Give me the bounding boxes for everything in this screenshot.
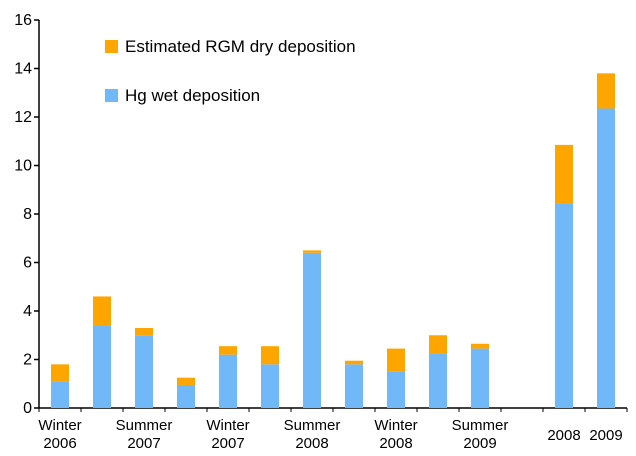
bar-segment bbox=[261, 364, 279, 408]
bar-segment bbox=[51, 381, 69, 408]
x-tick-label: Winter 2007 bbox=[206, 417, 249, 452]
bar-segment bbox=[387, 348, 405, 372]
legend-label: Estimated RGM dry deposition bbox=[125, 37, 356, 56]
bar-segment bbox=[51, 364, 69, 382]
bar-segment bbox=[135, 335, 153, 408]
bar-segment bbox=[345, 360, 363, 365]
x-tick-label-line: Winter bbox=[206, 417, 249, 434]
x-tick-label: Summer 2007 bbox=[116, 417, 173, 452]
bar-segment bbox=[303, 250, 321, 253]
y-tick-label: 8 bbox=[23, 206, 32, 223]
x-tick-label-line: Summer bbox=[116, 417, 173, 434]
x-tick-label: 2008 bbox=[547, 427, 580, 444]
x-tick-label: Summer 2008 bbox=[284, 417, 341, 452]
legend-swatch bbox=[105, 40, 118, 53]
bar-segment bbox=[261, 346, 279, 365]
y-tick-label: 0 bbox=[23, 400, 32, 417]
x-tick-label: 2009 bbox=[589, 427, 622, 444]
bar-segment bbox=[429, 353, 447, 408]
bar-segment bbox=[387, 371, 405, 408]
bar-segment bbox=[93, 325, 111, 408]
x-tick-label-line: Summer bbox=[284, 417, 341, 434]
bar-segment bbox=[219, 346, 237, 355]
x-tick-label-line: 2006 bbox=[43, 435, 76, 452]
bar-segment bbox=[177, 384, 195, 408]
x-tick-label-line: Winter bbox=[38, 417, 81, 434]
x-tick-label: Summer 2009 bbox=[452, 417, 509, 452]
x-tick-label-line: 2007 bbox=[211, 435, 244, 452]
bar-segment bbox=[471, 348, 489, 408]
y-tick-label: 12 bbox=[14, 109, 32, 126]
x-tick-label-line: Summer bbox=[452, 417, 509, 434]
bar-segment bbox=[177, 377, 195, 385]
bar-segment bbox=[93, 296, 111, 326]
bar-segment bbox=[345, 364, 363, 408]
x-tick-label-line: 2007 bbox=[127, 435, 160, 452]
x-tick-label-line: 2008 bbox=[379, 435, 412, 452]
y-tick-label: 10 bbox=[14, 158, 32, 175]
x-tick-label: Winter 2008 bbox=[374, 417, 417, 452]
bar-segment bbox=[471, 343, 489, 349]
bar-segment bbox=[555, 144, 573, 204]
bar-segment bbox=[555, 203, 573, 408]
legend-swatch bbox=[105, 89, 118, 102]
legend-label: Hg wet deposition bbox=[125, 86, 260, 105]
x-tick-label-line: Winter bbox=[374, 417, 417, 434]
bar-segment bbox=[135, 327, 153, 336]
bar-segment bbox=[303, 252, 321, 408]
x-tick-label: Winter 2006 bbox=[38, 417, 81, 452]
bar-segment bbox=[429, 335, 447, 354]
y-tick-label: 14 bbox=[14, 61, 32, 78]
x-tick-label-line: 2009 bbox=[463, 435, 496, 452]
y-tick-label: 16 bbox=[14, 12, 32, 29]
y-tick-label: 2 bbox=[23, 352, 32, 369]
bar-segment bbox=[597, 73, 615, 109]
x-tick-label-line: 2008 bbox=[295, 435, 328, 452]
y-tick-label: 6 bbox=[23, 255, 32, 272]
y-tick-label: 4 bbox=[23, 303, 32, 320]
bar-segment bbox=[597, 108, 615, 408]
bar-segment bbox=[219, 354, 237, 408]
